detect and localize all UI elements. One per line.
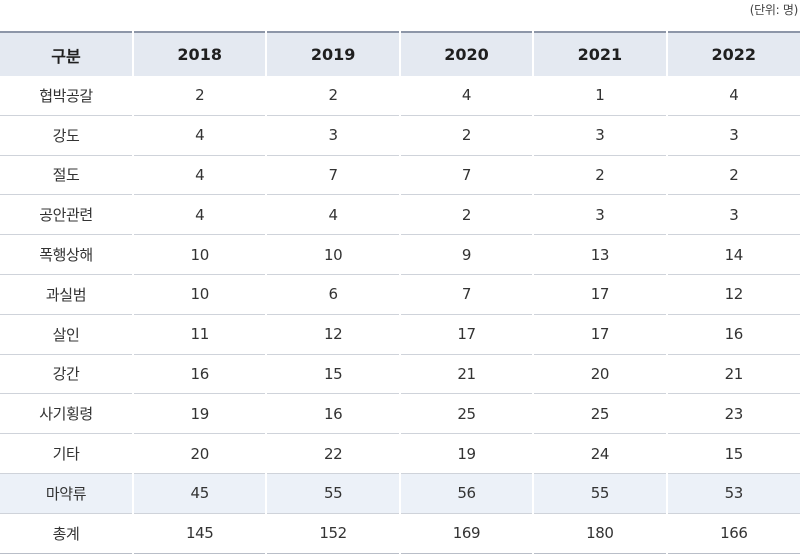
header-category: 구분 [0,32,133,76]
table-cell: 3 [532,115,667,156]
table-cell: 25 [532,393,667,435]
table-cell: 2 [665,155,800,196]
table-cell: 3 [265,115,400,156]
table-row: 기타 20 22 19 24 15 [0,433,800,474]
table-cell: 2 [532,155,667,196]
row-label: 공안관련 [0,194,133,236]
table-row: 사기횡령 19 16 25 25 23 [0,393,800,435]
table-row: 공안관련 4 4 2 3 3 [0,194,800,236]
table-cell: 180 [532,513,667,554]
table-cell: 2 [131,76,267,116]
table-cell: 10 [131,274,267,315]
table-cell: 53 [665,473,800,514]
unit-note: (단위: 명) [749,3,799,17]
table-cell: 2 [398,115,534,156]
table-cell: 21 [398,354,534,395]
table-cell: 13 [532,234,667,275]
table-row: 마약류 45 55 56 55 53 [0,473,800,514]
table-cell: 17 [398,314,534,355]
table-row: 살인 11 12 17 17 16 [0,314,800,355]
table-cell: 22 [265,433,400,474]
header-year: 2022 [665,32,800,76]
table-cell: 7 [398,155,534,196]
table-cell: 12 [265,314,400,355]
statistics-table: 구분 2018 2019 2020 2021 2022 협박공갈 2 2 4 1 4 강도 4 3 2 3 3 절… [0,31,800,554]
table-cell: 25 [398,393,534,435]
table-cell: 24 [532,433,667,474]
table-cell: 4 [265,194,400,236]
table-row: 절도 4 7 7 2 2 [0,155,800,196]
row-label: 총계 [0,513,133,554]
table-row: 협박공갈 2 2 4 1 4 [0,76,800,116]
table-cell: 23 [665,393,800,435]
table-cell: 169 [398,513,534,554]
table-row: 과실범 10 6 7 17 12 [0,274,800,315]
header-year: 2019 [265,32,400,76]
table-cell: 166 [665,513,800,554]
table-cell: 20 [131,433,267,474]
row-label: 절도 [0,155,133,196]
row-label: 강간 [0,354,133,395]
header-year: 2018 [131,32,267,76]
table-cell: 21 [665,354,800,395]
table-cell: 2 [398,194,534,236]
table-cell: 3 [665,115,800,156]
table-cell: 12 [665,274,800,315]
table-cell: 19 [398,433,534,474]
table-cell: 15 [665,433,800,474]
table-cell: 4 [131,155,267,196]
table-cell: 9 [398,234,534,275]
table-cell: 19 [131,393,267,435]
row-label: 사기횡령 [0,393,133,435]
table-cell: 55 [265,473,400,514]
table-cell: 11 [131,314,267,355]
row-label: 기타 [0,433,133,474]
table-cell: 7 [398,274,534,315]
table-row: 총계 145 152 169 180 166 [0,513,800,554]
row-label: 과실범 [0,274,133,315]
table-cell: 7 [265,155,400,196]
table-cell: 15 [265,354,400,395]
row-label: 협박공갈 [0,76,133,116]
row-label: 마약류 [0,473,133,514]
table-header: 구분 2018 2019 2020 2021 2022 [0,32,800,76]
row-label: 강도 [0,115,133,156]
table-cell: 17 [532,314,667,355]
table-cell: 4 [665,76,800,116]
table-row: 폭행상해 10 10 9 13 14 [0,234,800,275]
table-cell: 10 [265,234,400,275]
table-cell: 4 [398,76,534,116]
table-cell: 1 [532,76,667,116]
table-cell: 2 [265,76,400,116]
table-row: 강간 16 15 21 20 21 [0,354,800,395]
table-row: 강도 4 3 2 3 3 [0,115,800,156]
table-cell: 152 [265,513,400,554]
table-cell: 14 [665,234,800,275]
table-cell: 55 [532,473,667,514]
table-cell: 20 [532,354,667,395]
table-cell: 145 [131,513,267,554]
table-cell: 16 [665,314,800,355]
table-cell: 56 [398,473,534,514]
header-row: 구분 2018 2019 2020 2021 2022 [0,32,800,76]
table-cell: 3 [665,194,800,236]
row-label: 살인 [0,314,133,355]
table-cell: 4 [131,194,267,236]
header-year: 2020 [398,32,534,76]
table-body: 협박공갈 2 2 4 1 4 강도 4 3 2 3 3 절도 4 7 7 2 2 공안관련 4 4 2 3 3 폭행상해 10 10… [0,76,800,554]
table-cell: 3 [532,194,667,236]
table-cell: 17 [532,274,667,315]
row-label: 폭행상해 [0,234,133,275]
table-cell: 10 [131,234,267,275]
header-year: 2021 [532,32,667,76]
table-cell: 16 [265,393,400,435]
table-cell: 4 [131,115,267,156]
table-cell: 16 [131,354,267,395]
table-cell: 45 [131,473,267,514]
table-cell: 6 [265,274,400,315]
